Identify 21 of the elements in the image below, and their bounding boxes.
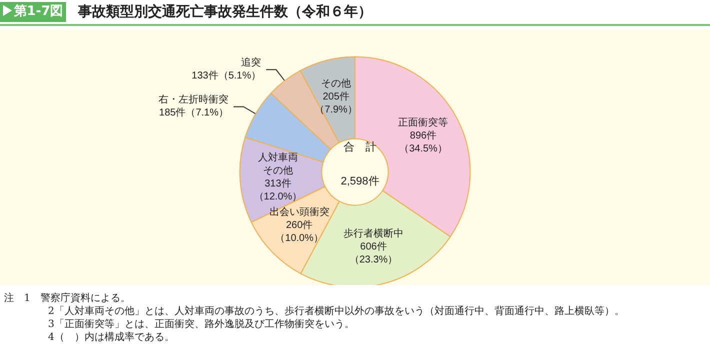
data-label: 606件（23.3%） (349, 241, 398, 266)
slice-label: 人対車両その他 (258, 152, 298, 177)
text: 注 1 警察庁資料による。 (4, 292, 132, 305)
text: 合 計 (344, 140, 376, 154)
text: 4（ ）内は構成率である。 (47, 331, 176, 344)
text: 第1-7図 (14, 4, 64, 19)
slice-label: その他 (321, 78, 352, 90)
slice-label: 歩行者横断中 (344, 227, 404, 240)
slice-label: 右・左折時衝突 (158, 94, 228, 106)
data-label: 185件（7.1%） (159, 108, 228, 119)
data-label: 313件（12.0%） (254, 178, 302, 203)
text: 2,598件 (340, 176, 380, 188)
text: 3「正面衝突等」とは、正面衝突、路外逸脱及び工作物衝突をいう。 (47, 318, 356, 331)
slice-label: 正面衝突等 (398, 116, 448, 128)
slice-label: 出会い頭衝突 (269, 206, 330, 218)
data-label: 260件（10.0%） (275, 220, 324, 244)
chart-title: 事故類型別交通死亡事故発生件数（令和６年） (78, 2, 372, 22)
text: 2「人対車両その他」とは、人対車両の事故のうち、歩行者横断中以外の事故をいう（対面通行中、背面通行中、路上横臥等）。 (47, 305, 624, 318)
data-label: 896件（34.5%） (399, 130, 448, 154)
slice-label: 追突 (241, 56, 262, 69)
data-label: 133件（5.1%） (192, 70, 262, 82)
